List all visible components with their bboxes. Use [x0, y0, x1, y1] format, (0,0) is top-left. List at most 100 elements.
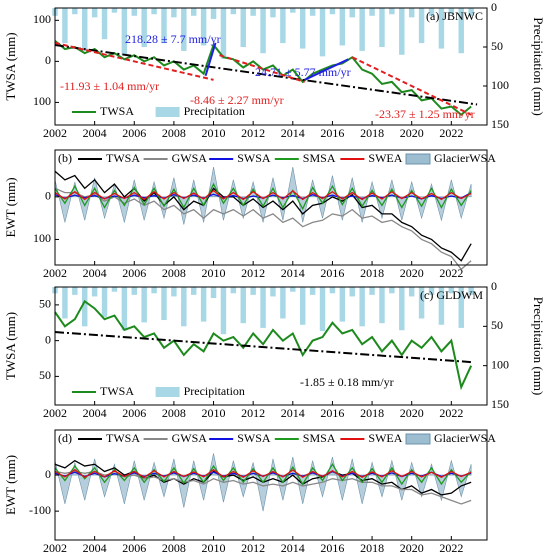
precip-bar: [240, 8, 246, 47]
y-tick-label: 50: [39, 368, 51, 382]
x-tick-label: 2014: [281, 126, 305, 140]
legend-label: GlacierWSA: [434, 151, 496, 165]
y-tick-label: 100: [33, 231, 51, 245]
x-tick-label: 2008: [162, 266, 186, 280]
precip-bar: [200, 8, 207, 46]
trend-label: -8.46 ± 2.27 mm/yr: [190, 93, 284, 107]
x-tick-label: 2016: [320, 541, 344, 553]
x-tick-label: 2010: [202, 406, 226, 420]
line: [54, 40, 472, 117]
precip-bar: [379, 8, 385, 47]
panel: 2002 2004 2006 2008 2010 2012 2014 2016 2018 2020…: [3, 149, 496, 280]
legend-swatch: [405, 433, 431, 445]
x-tick-label: 2004: [83, 541, 107, 553]
legend-swatch: [155, 387, 180, 397]
trend-line: [219, 54, 305, 83]
panel-label: (c) GLDWM: [420, 288, 483, 302]
precip-bar: [141, 287, 147, 323]
line: [54, 189, 472, 201]
precip-bar: [448, 287, 455, 294]
precip-bar: [171, 8, 177, 18]
legend-label: GWSA: [172, 431, 208, 445]
x-tick-label: 2002: [43, 541, 67, 553]
precip-bar: [250, 8, 256, 16]
x-tick-label: 2022: [439, 126, 463, 140]
x-tick-label: 2006: [122, 126, 146, 140]
precip-bar: [428, 287, 435, 295]
precip-bar: [101, 287, 108, 317]
precip-bar: [319, 287, 326, 332]
precip-bar: [230, 8, 237, 15]
precip-bar: [131, 8, 137, 16]
y-tick-label: 100: [33, 12, 51, 26]
y-tick-label: 0: [45, 467, 51, 481]
precip-bar: [319, 8, 326, 57]
precip-bar: [82, 8, 88, 51]
legend-label: SWSA: [237, 151, 271, 165]
x-tick-label: 2014: [281, 266, 305, 280]
x-tick-label: 2020: [400, 266, 424, 280]
panel: -11.93 ± 1.04 mm/yr 218.28 ± 7.7 mm/yr -8.…: [3, 0, 546, 140]
precip-bar: [290, 8, 296, 13]
precip-bar: [290, 287, 296, 292]
x-tick-label: 2022: [439, 541, 463, 553]
x-tick-label: 2016: [320, 266, 344, 280]
x-tick-label: 2010: [202, 126, 226, 140]
precip-bar: [458, 8, 464, 54]
legend-swatch: [155, 107, 180, 117]
precip-bar: [270, 287, 276, 297]
precip-bar: [438, 8, 445, 49]
precip-bar: [101, 8, 108, 40]
legend-label: Precipitation: [184, 104, 245, 118]
precip-bar: [438, 287, 445, 325]
x-tick-label: 2018: [360, 266, 384, 280]
legend-label: GlacierWSA: [434, 431, 496, 445]
x-tick-label: 2006: [122, 541, 146, 553]
x-tick-label: 2004: [83, 266, 107, 280]
precip-bar: [418, 287, 425, 319]
legend-label: TWSA: [100, 104, 134, 118]
precip-bar: [151, 287, 157, 294]
precip-bar: [428, 8, 435, 16]
trend-line: [54, 41, 214, 81]
x-tick-label: 2002: [43, 266, 67, 280]
x-tick-label: 2014: [281, 406, 305, 420]
precip-bar: [399, 8, 405, 55]
precip-bar: [121, 287, 128, 331]
legend-label: SWEA: [368, 431, 402, 445]
precip-bar: [200, 287, 207, 322]
x-tick-label: 2016: [320, 126, 344, 140]
x-tick-label: 2022: [439, 266, 463, 280]
precip-bar: [190, 287, 197, 295]
x-tick-label: 2002: [43, 406, 67, 420]
precip-bar: [329, 287, 336, 294]
x-tick-label: 2012: [241, 126, 265, 140]
plot-frame: [54, 149, 488, 266]
trend-label: -23.37 ± 1.25 mm/yr: [375, 107, 475, 121]
y2-axis-label: Precipitation (mm): [531, 297, 546, 396]
precip-bar: [349, 287, 355, 297]
trend-line: [204, 42, 217, 77]
precip-bar: [408, 287, 415, 297]
precip-bar: [91, 287, 98, 297]
legend-label: TWSA: [106, 151, 140, 165]
precip-bar: [181, 8, 187, 51]
precip-bar: [121, 8, 128, 55]
y-tick-label: 50: [39, 297, 51, 311]
legend-label: SWEA: [368, 151, 402, 165]
precip-bar: [190, 8, 197, 16]
y2-tick-label: 0: [491, 279, 497, 293]
line: [54, 299, 473, 391]
precip-bar: [280, 8, 286, 44]
precip-bar: [399, 287, 405, 331]
precip-bar: [260, 287, 266, 328]
precip-bar: [210, 287, 217, 299]
y2-tick-label: 150: [491, 397, 509, 411]
legend-label: Precipitation: [184, 384, 245, 398]
y-axis-label: TWSA (mm): [3, 32, 18, 100]
y2-tick-label: 50: [491, 318, 503, 332]
plot-frame: [54, 7, 488, 126]
precip-bar: [299, 287, 306, 325]
precip-bar: [62, 287, 68, 319]
precip-bar: [181, 287, 187, 327]
